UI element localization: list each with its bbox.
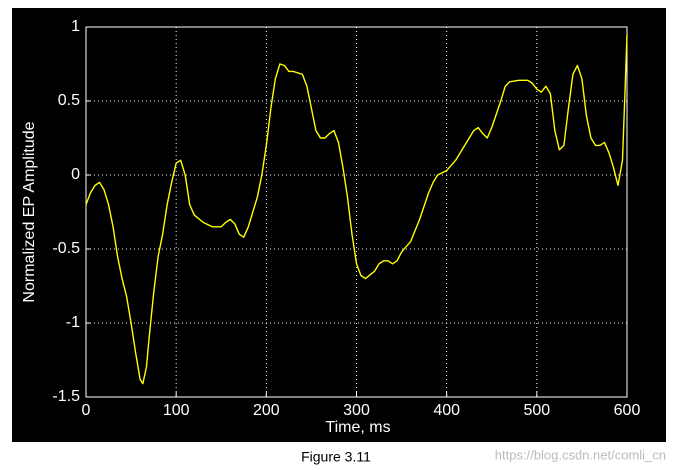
x-tick-label: 0	[82, 402, 91, 419]
watermark: https://blog.csdn.net/comli_cn	[495, 447, 666, 462]
x-tick-label: 300	[343, 402, 370, 419]
y-tick-label: -0.5	[52, 240, 80, 257]
data-line	[85, 34, 628, 385]
figure-background	[12, 8, 666, 442]
x-tick-label: 500	[523, 402, 550, 419]
y-tick-label: -1	[66, 314, 80, 331]
y-tick-label: 0.5	[58, 92, 80, 109]
y-tick-label: 0	[71, 166, 80, 183]
y-tick-label: 1	[71, 18, 80, 35]
x-tick-label: 400	[433, 402, 460, 419]
x-tick-label: 100	[163, 402, 190, 419]
caption: Figure 3.11	[301, 449, 371, 465]
x-tick-label: 200	[253, 402, 280, 419]
x-tick-label: 600	[614, 402, 641, 419]
y-axis-label: Normalized EP Amplitude	[21, 121, 38, 302]
y-tick-label: -1.5	[52, 388, 80, 405]
x-axis-label: Time, ms	[325, 419, 390, 436]
